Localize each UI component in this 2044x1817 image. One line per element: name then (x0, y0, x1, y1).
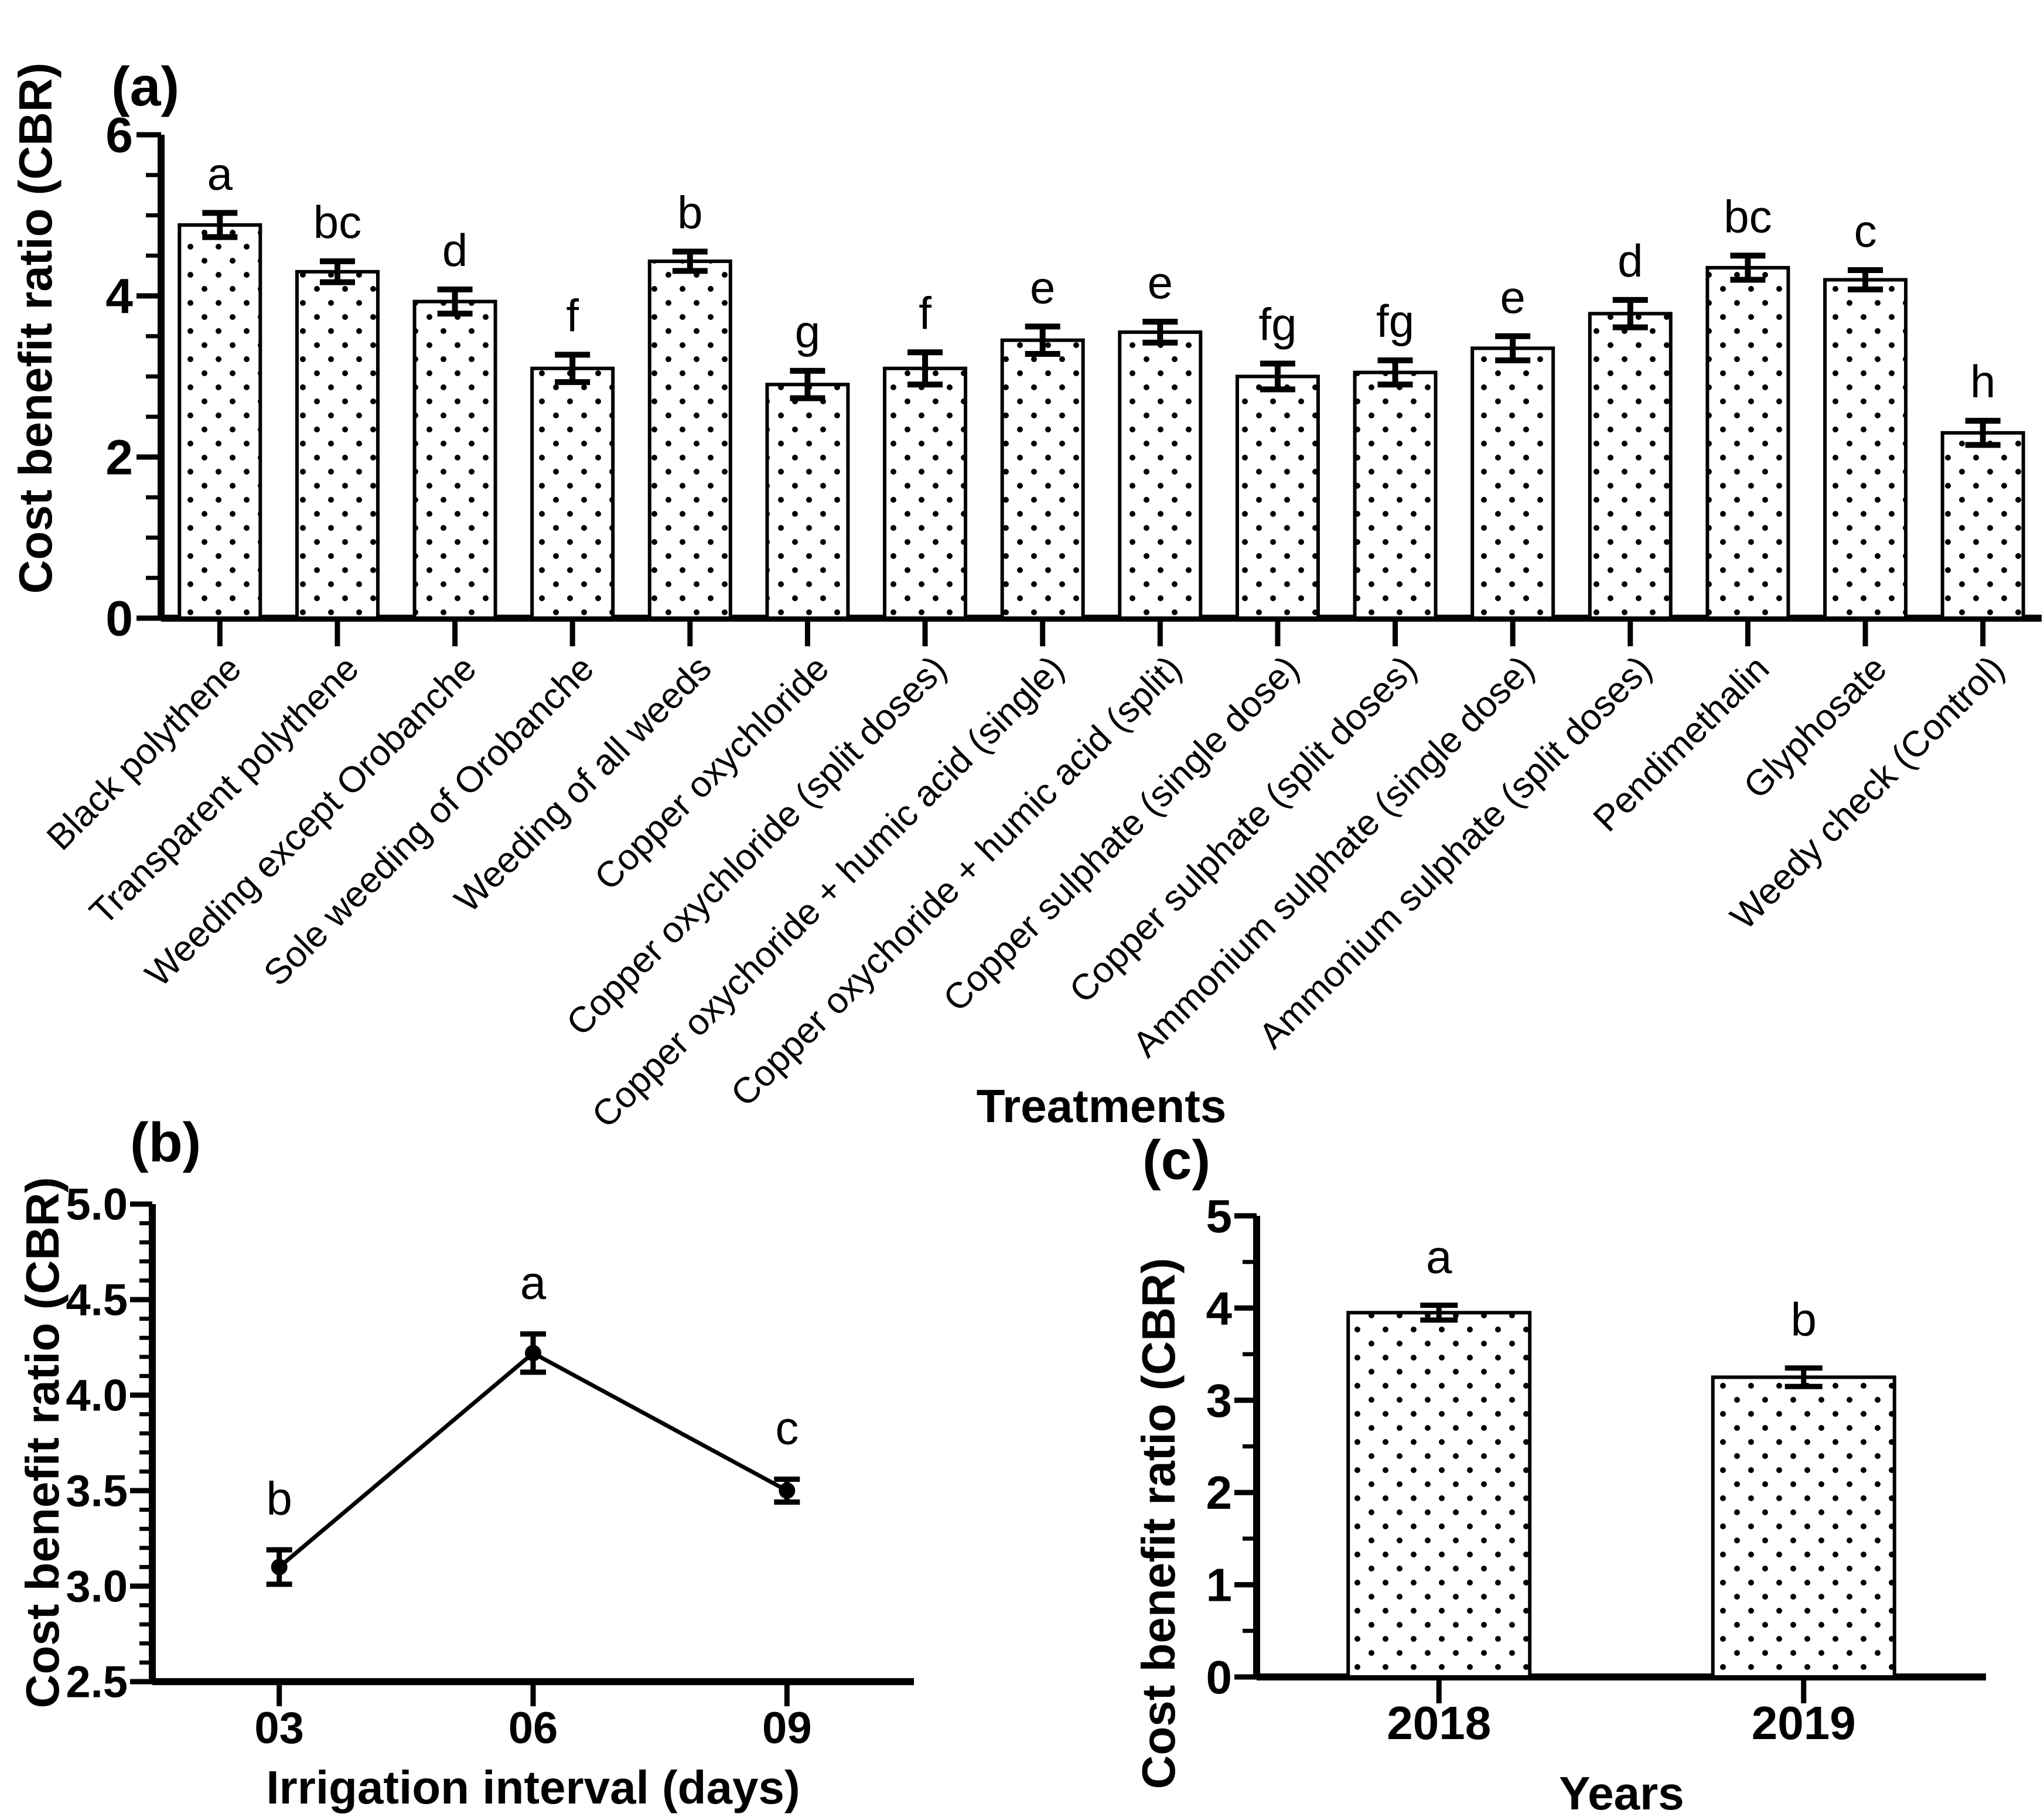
significance-letter: e (1500, 271, 1525, 323)
significance-letter: e (1148, 257, 1173, 308)
category-label: 03 (254, 1703, 304, 1753)
error-bar (1025, 323, 1060, 357)
y-axis-title-c: Cost benefit ratio (CBR) (1132, 1258, 1185, 1789)
bar-c-0 (1346, 1311, 1532, 1679)
error-bar (1420, 1303, 1458, 1323)
significance-letter: a (1426, 1231, 1452, 1283)
data-point-b-1 (525, 1345, 541, 1362)
significance-letter: b (677, 186, 702, 238)
error-bar (1730, 253, 1766, 283)
y-tick-label: 4.5 (66, 1276, 128, 1325)
y-tick-label: 1 (1206, 1559, 1233, 1611)
bar-a-14 (1823, 278, 1908, 620)
bar-a-4 (647, 259, 732, 620)
significance-letter: c (775, 1402, 799, 1454)
bar-a-12 (1588, 312, 1673, 620)
significance-letter: fg (1376, 295, 1414, 347)
significance-letter: f (919, 287, 931, 339)
panel-b: (b) Cost benefit ratio (CBR) Irrigation in… (16, 1112, 914, 1813)
y-tick-label: 5 (1206, 1190, 1233, 1242)
error-bar (555, 352, 591, 386)
error-bar (1965, 418, 2001, 448)
bar-a-2 (412, 299, 497, 620)
bar-a-10 (1353, 370, 1438, 620)
error-bar (790, 367, 825, 401)
y-tick-label: 4 (105, 268, 133, 323)
bar-a-0 (178, 223, 262, 620)
x-axis-title-a: Treatments (977, 1080, 1227, 1132)
x-axis-title-b: Irrigation interval (days) (266, 1761, 800, 1813)
y-axis-title-a: Cost benefit ratio (CBR) (9, 63, 62, 594)
bar-a-13 (1705, 265, 1790, 620)
significance-letter: g (795, 306, 820, 357)
data-point-b-2 (779, 1482, 796, 1499)
significance-letter: bc (313, 196, 361, 248)
significance-letter: d (442, 224, 468, 276)
error-bar (1495, 333, 1531, 363)
error-bar (907, 349, 943, 388)
significance-letter: f (566, 289, 579, 341)
category-label: 2019 (1752, 1697, 1856, 1749)
significance-letter: a (520, 1257, 547, 1309)
y-tick-label: 2.5 (66, 1658, 128, 1707)
significance-letter: e (1030, 261, 1055, 313)
y-tick-label: 4.0 (66, 1371, 128, 1421)
panel-tag-b: (b) (130, 1112, 201, 1174)
bar-a-1 (295, 270, 380, 620)
x-axis-title-c: Years (1559, 1767, 1684, 1817)
category-label: Copper oxychloride (587, 648, 837, 898)
panel-tag-c: (c) (1142, 1129, 1210, 1191)
error-bar (1142, 319, 1178, 346)
category-label: 09 (762, 1703, 812, 1753)
significance-letter: h (1970, 356, 1995, 407)
y-tick-label: 0 (1206, 1651, 1233, 1703)
error-bar (1377, 357, 1413, 388)
panel-a: (a) Cost benefit ratio (CBR) Treatments 0 2 4… (9, 56, 2042, 1136)
bar-a-15 (1940, 431, 2025, 620)
data-point-b-0 (271, 1559, 288, 1576)
category-label: 06 (509, 1703, 558, 1753)
y-tick-label: 2 (1206, 1467, 1233, 1519)
significance-letter: bc (1724, 190, 1772, 242)
error-bar (437, 287, 473, 317)
y-tick-label: 6 (105, 107, 133, 162)
bar-a-5 (765, 383, 850, 620)
error-bar (202, 210, 238, 240)
error-bar (1784, 1365, 1823, 1389)
y-tick-label: 5.0 (66, 1180, 128, 1230)
y-tick-label: 0 (105, 591, 133, 646)
significance-letter: d (1618, 235, 1643, 287)
bar-a-8 (1118, 330, 1203, 620)
significance-letter: b (1791, 1294, 1817, 1346)
error-bar (1260, 360, 1295, 393)
significance-letter: fg (1258, 299, 1296, 350)
category-label: Black polythene (39, 648, 249, 858)
error-bar (672, 248, 708, 274)
category-label: 2018 (1387, 1697, 1491, 1749)
bar-a-11 (1470, 346, 1555, 620)
bar-a-9 (1235, 374, 1320, 620)
bar-a-3 (530, 366, 615, 620)
bar-c-1 (1711, 1375, 1896, 1679)
y-axis-title-b: Cost benefit ratio (CBR) (16, 1177, 69, 1709)
series-line (278, 1351, 789, 1569)
y-tick-label: 3 (1206, 1375, 1233, 1427)
y-tick-label: 3.0 (66, 1562, 128, 1612)
significance-letter: a (207, 148, 233, 199)
panel-tag-a: (a) (111, 56, 179, 118)
error-bar (319, 258, 355, 285)
bar-a-6 (883, 366, 968, 620)
significance-letter: b (266, 1472, 292, 1525)
significance-letter: c (1854, 205, 1877, 257)
error-bar (1612, 296, 1648, 330)
y-tick-label: 2 (105, 429, 133, 485)
panel-c: (c) Cost benefit ratio (CBR) Years 0 1 2 3 4 5 20… (1132, 1129, 1986, 1817)
y-tick-label: 4 (1206, 1282, 1233, 1334)
bar-a-7 (1000, 338, 1085, 620)
error-bar (1848, 267, 1883, 292)
y-tick-label: 3.5 (66, 1467, 128, 1516)
